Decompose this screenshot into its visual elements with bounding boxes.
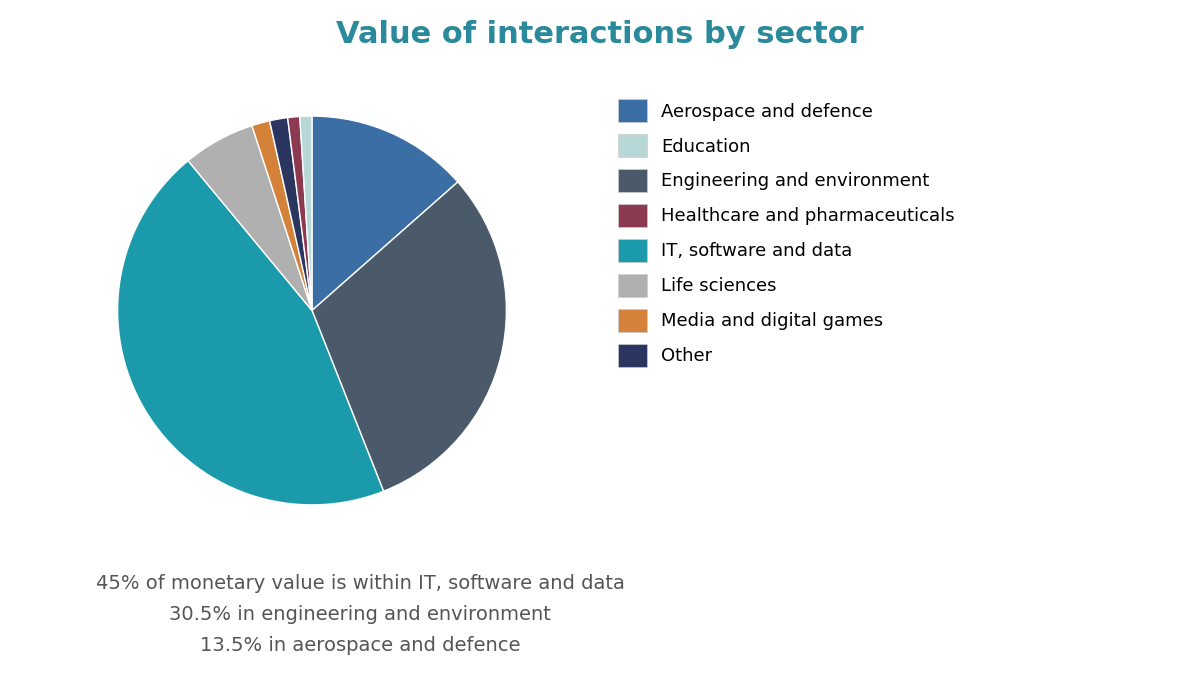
Wedge shape	[300, 116, 312, 310]
Wedge shape	[312, 116, 458, 310]
Text: 45% of monetary value is within IT, software and data
30.5% in engineering and e: 45% of monetary value is within IT, soft…	[96, 574, 624, 655]
Wedge shape	[118, 161, 384, 505]
Wedge shape	[288, 117, 312, 310]
Wedge shape	[188, 126, 312, 310]
Wedge shape	[252, 121, 312, 310]
Wedge shape	[312, 182, 506, 491]
Text: Value of interactions by sector: Value of interactions by sector	[336, 20, 864, 49]
Wedge shape	[270, 117, 312, 310]
Legend: Aerospace and defence, Education, Engineering and environment, Healthcare and ph: Aerospace and defence, Education, Engine…	[610, 90, 964, 376]
